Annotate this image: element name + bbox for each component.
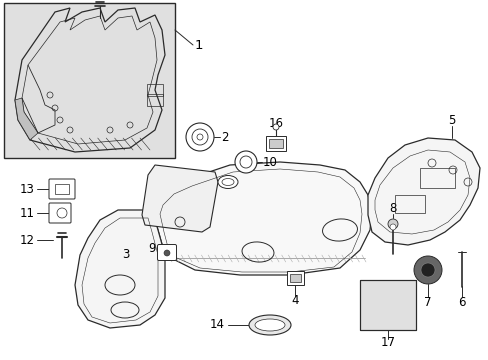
Circle shape [272,124,279,130]
Text: 15: 15 [198,176,213,189]
Text: 10: 10 [263,156,277,168]
Circle shape [413,256,441,284]
Circle shape [389,224,395,230]
Text: 4: 4 [291,293,298,306]
Text: 11: 11 [20,207,35,220]
Text: 5: 5 [447,113,455,126]
Bar [286,271,304,285]
Circle shape [387,219,397,229]
Circle shape [163,250,170,256]
Bar [147,84,163,96]
Bar [147,94,163,106]
Text: 17: 17 [380,337,395,350]
Bar [268,139,283,148]
Text: 6: 6 [457,296,465,309]
Bar [419,168,454,188]
Bar [55,184,69,194]
Text: 2: 2 [221,131,228,144]
Bar [265,136,285,151]
FancyBboxPatch shape [157,244,176,261]
Bar [394,195,424,213]
Ellipse shape [218,175,238,189]
Polygon shape [142,165,218,232]
Circle shape [235,151,257,173]
Text: 13: 13 [20,183,35,195]
Text: 3: 3 [122,248,130,261]
Text: 16: 16 [268,117,283,130]
Text: 1: 1 [195,39,203,51]
Text: 9: 9 [148,242,156,255]
Ellipse shape [248,315,290,335]
Circle shape [420,263,434,277]
Circle shape [185,123,214,151]
Text: 8: 8 [388,202,396,215]
Bar [359,280,415,330]
Text: 7: 7 [424,296,431,309]
Bar [359,280,415,330]
Text: 14: 14 [209,319,224,332]
FancyBboxPatch shape [49,203,71,223]
Polygon shape [75,210,164,328]
Polygon shape [367,138,479,245]
Polygon shape [15,98,38,140]
Bar [289,274,301,282]
Bar [4,3,175,158]
FancyBboxPatch shape [49,179,75,199]
Text: 12: 12 [20,234,35,247]
Polygon shape [152,162,371,275]
Ellipse shape [254,319,285,331]
